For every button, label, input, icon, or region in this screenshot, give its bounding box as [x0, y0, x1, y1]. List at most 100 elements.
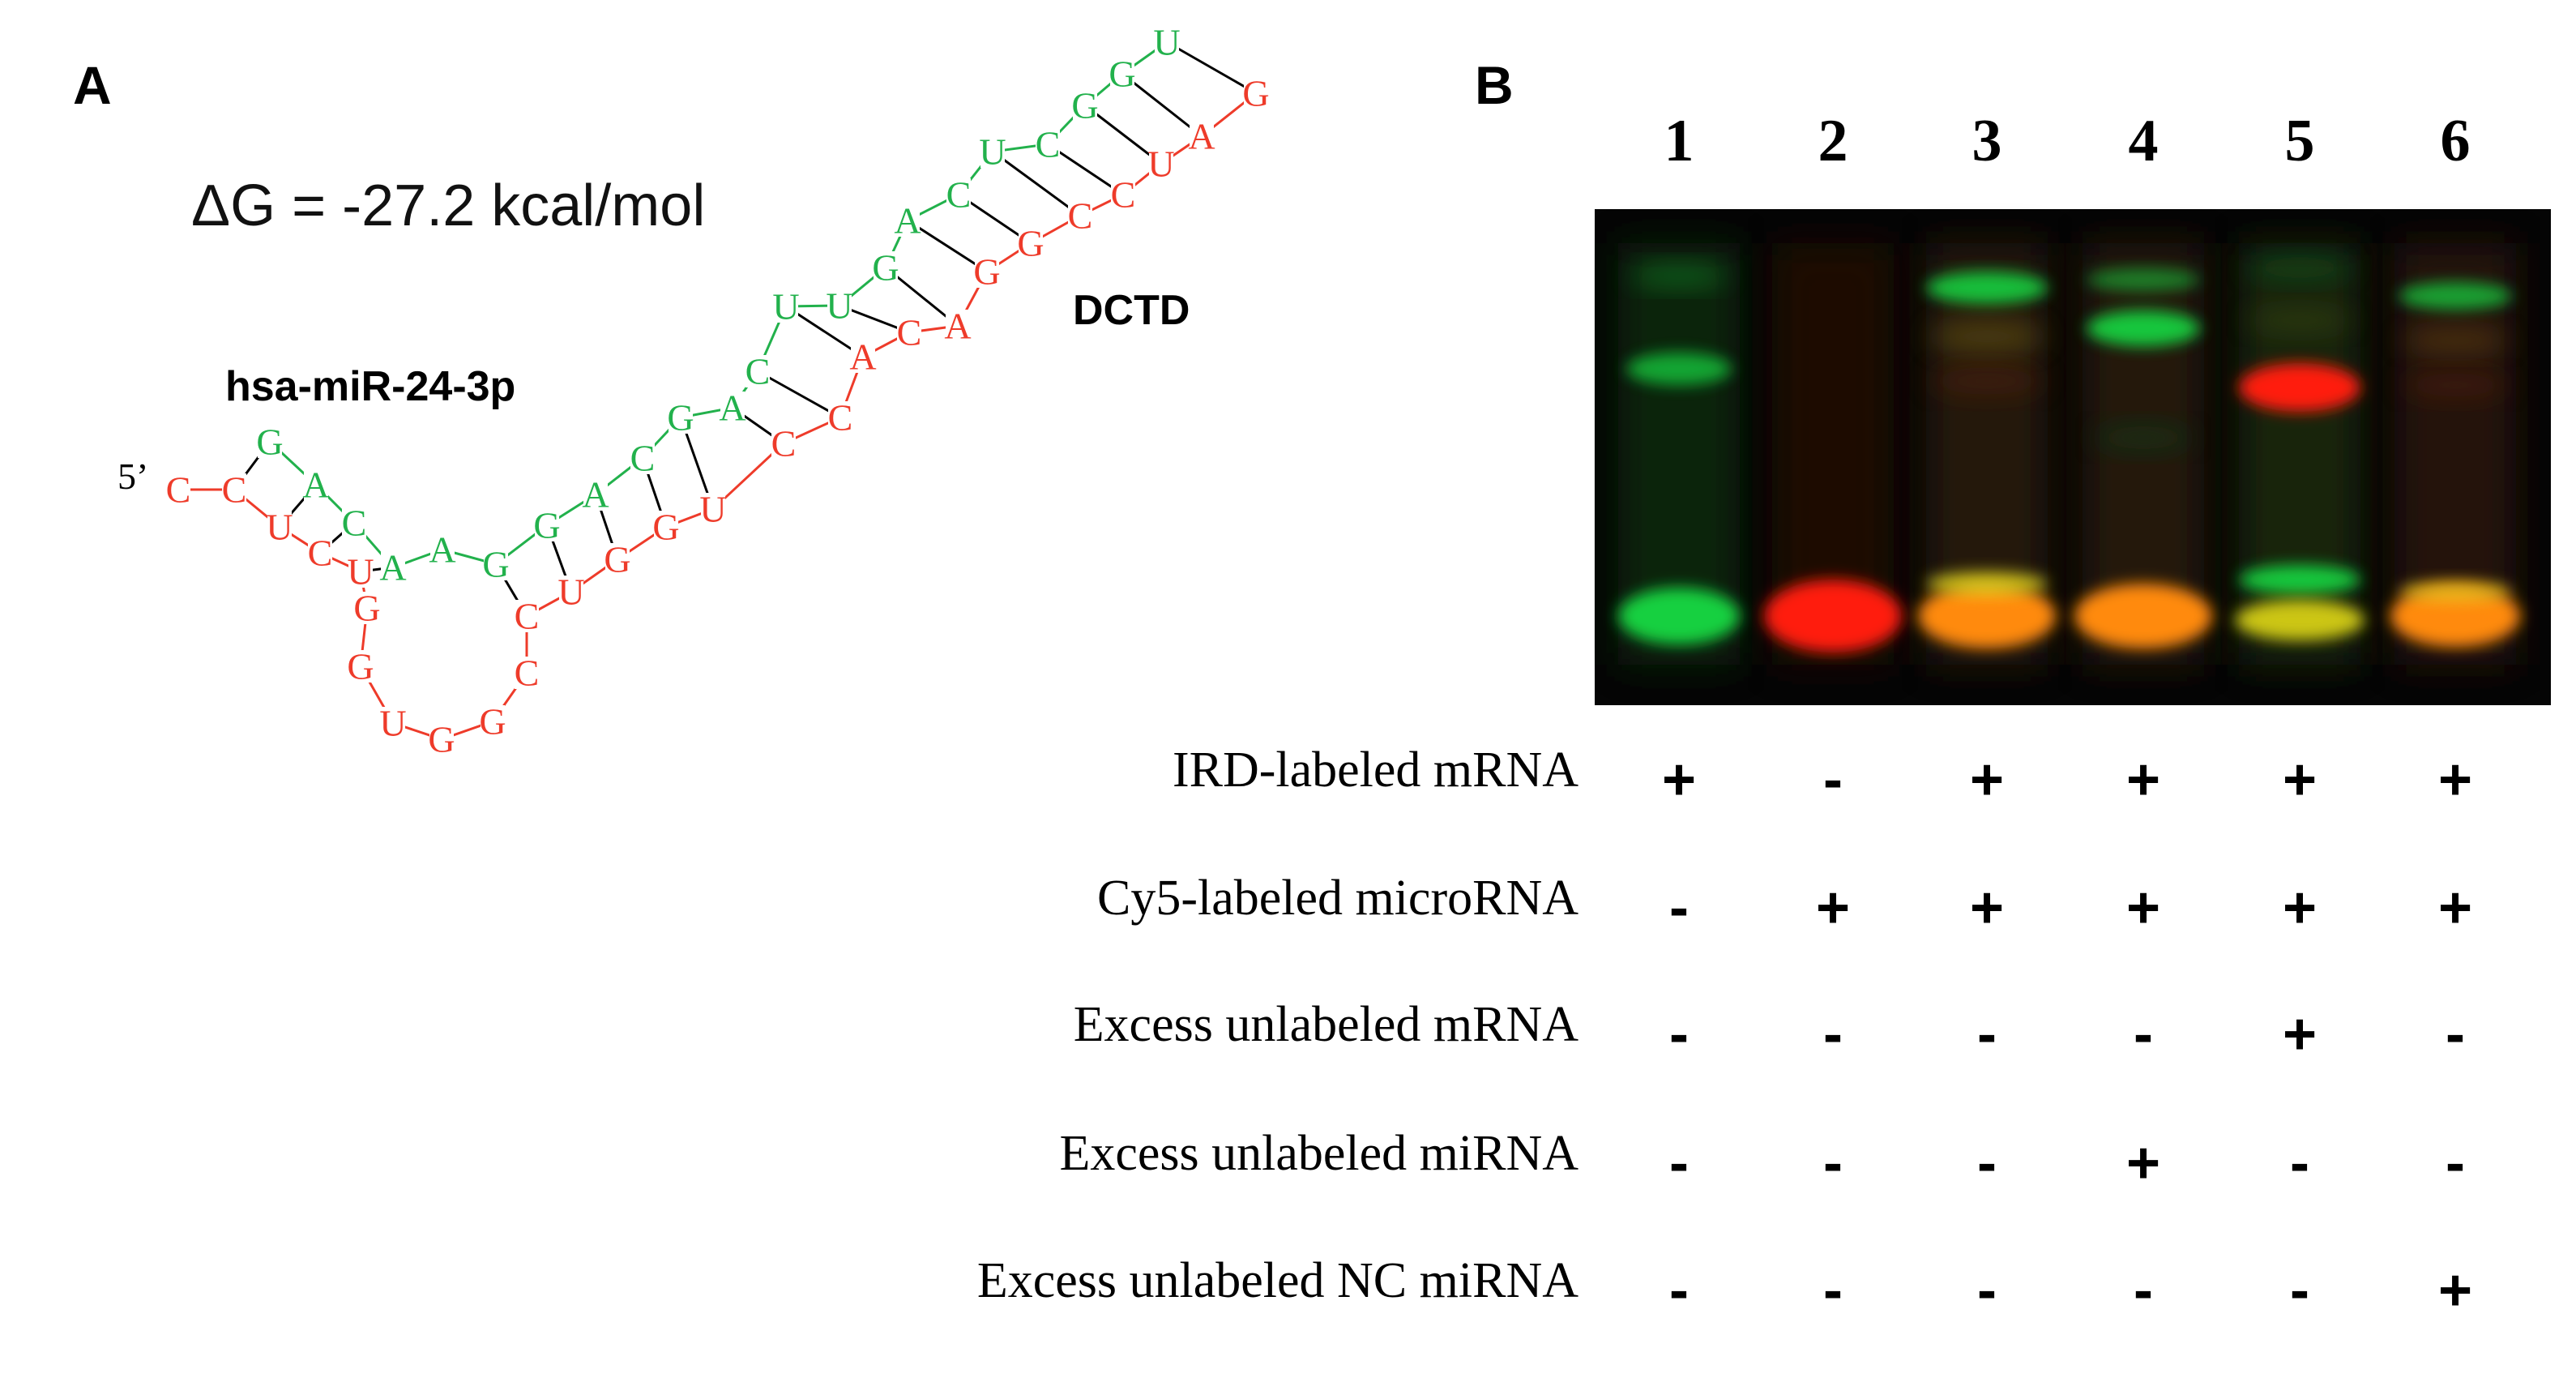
mirna-letter-bg: [1155, 26, 1179, 58]
mirna-nucleotide: A: [429, 529, 455, 571]
minus-sign: -: [1823, 1258, 1843, 1323]
minus-sign: -: [1669, 1131, 1689, 1196]
plus-sign: +: [2283, 747, 2317, 812]
mirna-nucleotide: A: [719, 387, 745, 429]
plus-sign: +: [2283, 875, 2317, 940]
lane-number: 4: [2129, 108, 2159, 174]
plus-sign: +: [2126, 875, 2160, 940]
base-pair-line: [1166, 41, 1257, 95]
mirna-letter-bg: [720, 392, 745, 424]
gel-band: [2247, 256, 2352, 279]
mirna-letter-bg: [827, 289, 852, 322]
mirna-nucleotide: A: [582, 474, 609, 516]
mirna-letter-bg: [381, 551, 405, 584]
mirna-nucleotide: U: [1153, 22, 1180, 63]
lane-number: 5: [2285, 108, 2315, 174]
plus-sign: +: [2126, 1131, 2160, 1196]
mirna-backbone: [268, 41, 1168, 569]
lane-number: 6: [2441, 108, 2471, 174]
mrna-nucleotide: G: [353, 588, 380, 629]
mirna-letter-bg: [304, 469, 328, 501]
mirna-letter-bg: [980, 135, 1005, 168]
mirna-nucleotide: C: [745, 351, 771, 392]
mrna-letter-bg: [1068, 199, 1092, 232]
mirna-nucleotide: C: [946, 174, 972, 216]
mirna-nucleotide: C: [342, 503, 367, 544]
mirna-letter-bg: [946, 178, 971, 211]
gel-band: [2403, 373, 2508, 397]
minus-sign: -: [1669, 1258, 1689, 1323]
mrna-nucleotide: G: [973, 251, 1000, 293]
plus-sign: +: [2438, 875, 2472, 940]
gel-image: [1595, 209, 2551, 705]
minus-sign: -: [2446, 1131, 2465, 1196]
mrna-nucleotide: U: [1147, 143, 1174, 185]
mrna-nucleotide: A: [1188, 116, 1215, 157]
gel-band: [2247, 308, 2352, 332]
delta-g-label: ΔG = -27.2 kcal/mol: [191, 173, 705, 238]
strand-backbones: [178, 41, 1257, 741]
mrna-nucleotide: C: [897, 312, 922, 353]
condition-row-label: Excess unlabeled miRNA: [1059, 1126, 1578, 1181]
mrna-letter-bg: [701, 493, 725, 525]
condition-row-label: Excess unlabeled mRNA: [1074, 997, 1579, 1052]
mrna-nucleotide: C: [1068, 195, 1093, 237]
mirna-nucleotide: G: [1109, 53, 1135, 95]
mrna-nucleotide: G: [1242, 73, 1269, 114]
mrna-letter-bg: [851, 340, 875, 373]
mrna-name-label: DCTD: [1073, 287, 1190, 334]
mrna-nucleotide: G: [1017, 223, 1044, 264]
gel-band: [2390, 585, 2520, 647]
mrna-letter-bg: [222, 473, 246, 506]
mirna-nucleotide: G: [256, 421, 283, 463]
mirna-letter-bg: [630, 442, 655, 474]
gel-band: [2239, 565, 2360, 594]
mirna-nucleotide: G: [533, 505, 560, 546]
lane-number: 1: [1664, 108, 1694, 174]
panel-a: A ΔG = -27.2 kcal/mol hsa-miR-24-3p DCTD…: [73, 22, 1270, 760]
base-pair-line: [992, 150, 1081, 217]
mrna-nucleotide: G: [428, 719, 455, 760]
mrna-nucleotide: G: [604, 539, 630, 580]
minus-sign: -: [1977, 1131, 1997, 1196]
mirna-letter-bg: [583, 478, 608, 511]
gel-band: [2095, 426, 2192, 450]
mrna-nucleotide: C: [515, 596, 540, 637]
mirna-nucleotide: G: [482, 544, 509, 585]
mrna-letter-bg: [348, 555, 373, 588]
mrna-letter-bg: [267, 511, 292, 543]
mrna-nucleotide: U: [557, 571, 584, 613]
condition-table: IRD-labeled mRNA + - + + + + Cy5-labeled microR…: [977, 742, 2472, 1323]
mrna-letter-bg: [1190, 120, 1214, 152]
plus-sign: +: [2438, 1258, 2472, 1323]
minus-sign: -: [1823, 1131, 1843, 1196]
mirna-nucleotide: C: [630, 438, 656, 479]
mrna-nucleotide: G: [347, 646, 374, 687]
condition-row-label: Cy5-labeled microRNA: [1097, 871, 1578, 926]
mirna-nucleotide: G: [872, 247, 899, 289]
gel-band: [1926, 272, 2048, 304]
base-pair-line: [907, 219, 988, 273]
mrna-nucleotide: C: [1111, 174, 1136, 216]
mrna-letter-bg: [654, 511, 678, 543]
mirna-letter-bg: [1110, 58, 1134, 90]
gel-band: [1626, 353, 1732, 385]
minus-sign: -: [1977, 1002, 1997, 1067]
minus-sign: -: [1823, 747, 1843, 812]
mrna-letter-bg: [429, 723, 454, 755]
condition-row-label: IRD-labeled mRNA: [1173, 742, 1578, 798]
mirna-nucleotide: G: [667, 397, 694, 439]
mrna-nucleotide: C: [515, 653, 540, 694]
gel-band: [1918, 584, 2056, 648]
mirna-letter-bg: [535, 509, 559, 541]
mirna-letter-bg: [669, 401, 693, 434]
mrna-letter-bg: [897, 316, 921, 349]
mirna-letter-bg: [430, 533, 455, 566]
mirna-name-label: hsa-miR-24-3p: [225, 363, 515, 410]
minus-sign: -: [2134, 1258, 2153, 1323]
minus-sign: -: [2134, 1002, 2153, 1067]
panel-b: B 1 2 3 4 5 6 IRD-labeled mRNA + - + + + + Cy5-label…: [977, 55, 2551, 1323]
gel-band: [2399, 282, 2512, 310]
gel-band: [1930, 320, 2044, 353]
